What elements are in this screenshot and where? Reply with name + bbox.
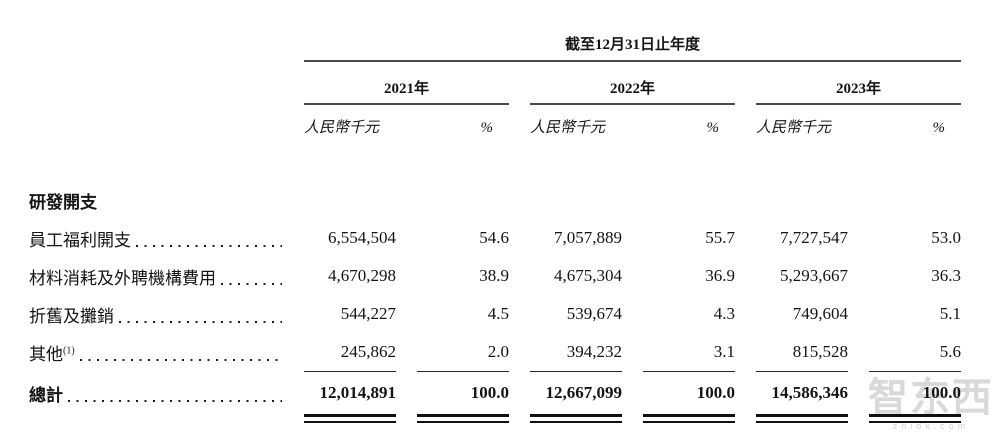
empty-label-cell [29, 105, 283, 145]
pct-header-2022: % [706, 120, 720, 136]
amount-2022: 539,674 [566, 304, 622, 323]
unit-header-2023: 人民幣千元 [756, 120, 832, 136]
amount-2023: 7,727,547 [780, 228, 848, 247]
total-pct-2023: 100.0 [922, 383, 961, 402]
amount-2022: 4,675,304 [554, 266, 622, 285]
dot-leader [221, 282, 282, 285]
amount-2021: 245,862 [304, 333, 396, 372]
total-pct-2022: 100.0 [696, 383, 735, 402]
section-header: 研發開支 [29, 192, 97, 212]
expense-row-materials: 材料消耗及外聘機構費用 4,670,298 38.9 4,675,304 36.… [29, 257, 961, 295]
year-header-2022: 2022年 [530, 62, 735, 105]
unit-header-2022: 人民幣千元 [530, 120, 606, 136]
total-label: 總計 [29, 385, 63, 405]
year-header-2023: 2023年 [756, 62, 961, 105]
double-rule [304, 414, 396, 423]
dot-leader [68, 399, 282, 402]
amount-2023: 815,528 [756, 333, 848, 372]
empty-label-cell [29, 16, 283, 62]
total-amount-2021: 12,014,891 [319, 383, 397, 402]
row-label-cell: 材料消耗及外聘機構費用 [29, 257, 283, 295]
dot-leader [136, 244, 282, 247]
double-rule [756, 414, 848, 423]
pct-2022: 55.7 [705, 228, 735, 247]
amount-2021: 6,554,504 [328, 228, 396, 247]
expense-row-others: 其他(1) 245,862 2.0 394,232 3.1 815,528 5.… [29, 333, 961, 372]
pct-2021: 2.0 [417, 333, 509, 372]
pct-2023: 5.1 [939, 304, 961, 323]
double-rule [530, 414, 622, 423]
expense-row-depreciation: 折舊及攤銷 544,227 4.5 539,674 4.3 749,604 5.… [29, 295, 961, 333]
prospectus-rd-expenses-page: { "table": { "period_header": "截至12月31日止… [0, 16, 1000, 447]
spacer-row [29, 145, 961, 181]
rd-expenses-table: 截至12月31日止年度 2021年 2022年 2023年 人民幣千元 % 人民… [8, 16, 982, 423]
pct-2022: 4.3 [713, 304, 735, 323]
expense-row-staff-welfare: 員工福利開支 6,554,504 54.6 7,057,889 55.7 7,7… [29, 219, 961, 257]
total-row: 總計 12,014,891 100.0 12,667,099 100.0 14,… [29, 372, 961, 414]
pct-2023: 53.0 [931, 228, 961, 247]
year-header-2021: 2021年 [304, 62, 509, 105]
watermark: 智东西 zhidx.com [862, 378, 1000, 431]
amount-2021: 544,227 [340, 304, 396, 323]
empty-label-cell [29, 62, 283, 105]
row-label-cell: 總計 [29, 372, 283, 414]
row-label: 其他(1) [29, 345, 75, 364]
total-amount-2022: 12,667,099 [545, 383, 623, 402]
pct-header-2021: % [480, 120, 494, 136]
row-label-cell: 折舊及攤銷 [29, 295, 283, 333]
period-header-row: 截至12月31日止年度 [29, 16, 961, 62]
amount-2022: 394,232 [530, 333, 622, 372]
dot-leader [119, 320, 282, 323]
amount-2023: 749,604 [792, 304, 848, 323]
amount-2021: 4,670,298 [328, 266, 396, 285]
double-rule [869, 414, 961, 423]
year-header-row: 2021年 2022年 2023年 [29, 62, 961, 105]
row-label-cell: 其他(1) [29, 333, 283, 372]
double-rule [643, 414, 735, 423]
dot-leader [79, 359, 282, 361]
total-pct-2021: 100.0 [470, 383, 509, 402]
amount-2023: 5,293,667 [780, 266, 848, 285]
column-header-row: 人民幣千元 % 人民幣千元 % 人民幣千元 % [29, 105, 961, 145]
row-label-cell: 員工福利開支 [29, 219, 283, 257]
unit-header-2021: 人民幣千元 [304, 120, 380, 136]
double-rule-row [29, 414, 961, 423]
pct-2021: 4.5 [487, 304, 509, 323]
row-label: 折舊及攤銷 [29, 306, 114, 326]
pct-2022: 3.1 [643, 333, 735, 372]
section-header-row: 研發開支 [29, 181, 961, 219]
watermark-domain: zhidx.com [892, 421, 970, 431]
amount-2022: 7,057,889 [554, 228, 622, 247]
pct-header-2023: % [932, 120, 946, 136]
double-rule [417, 414, 509, 423]
pct-2022: 36.9 [705, 266, 735, 285]
row-label: 材料消耗及外聘機構費用 [29, 268, 216, 288]
period-header: 截至12月31日止年度 [304, 16, 961, 62]
row-label: 員工福利開支 [29, 230, 131, 250]
pct-2021: 38.9 [479, 266, 509, 285]
footnote-marker: (1) [63, 345, 75, 357]
pct-2023: 36.3 [931, 266, 961, 285]
watermark-logo: 智东西 [868, 376, 994, 420]
pct-2021: 54.6 [479, 228, 509, 247]
pct-2023: 5.6 [869, 333, 961, 372]
total-amount-2023: 14,586,346 [771, 383, 849, 402]
